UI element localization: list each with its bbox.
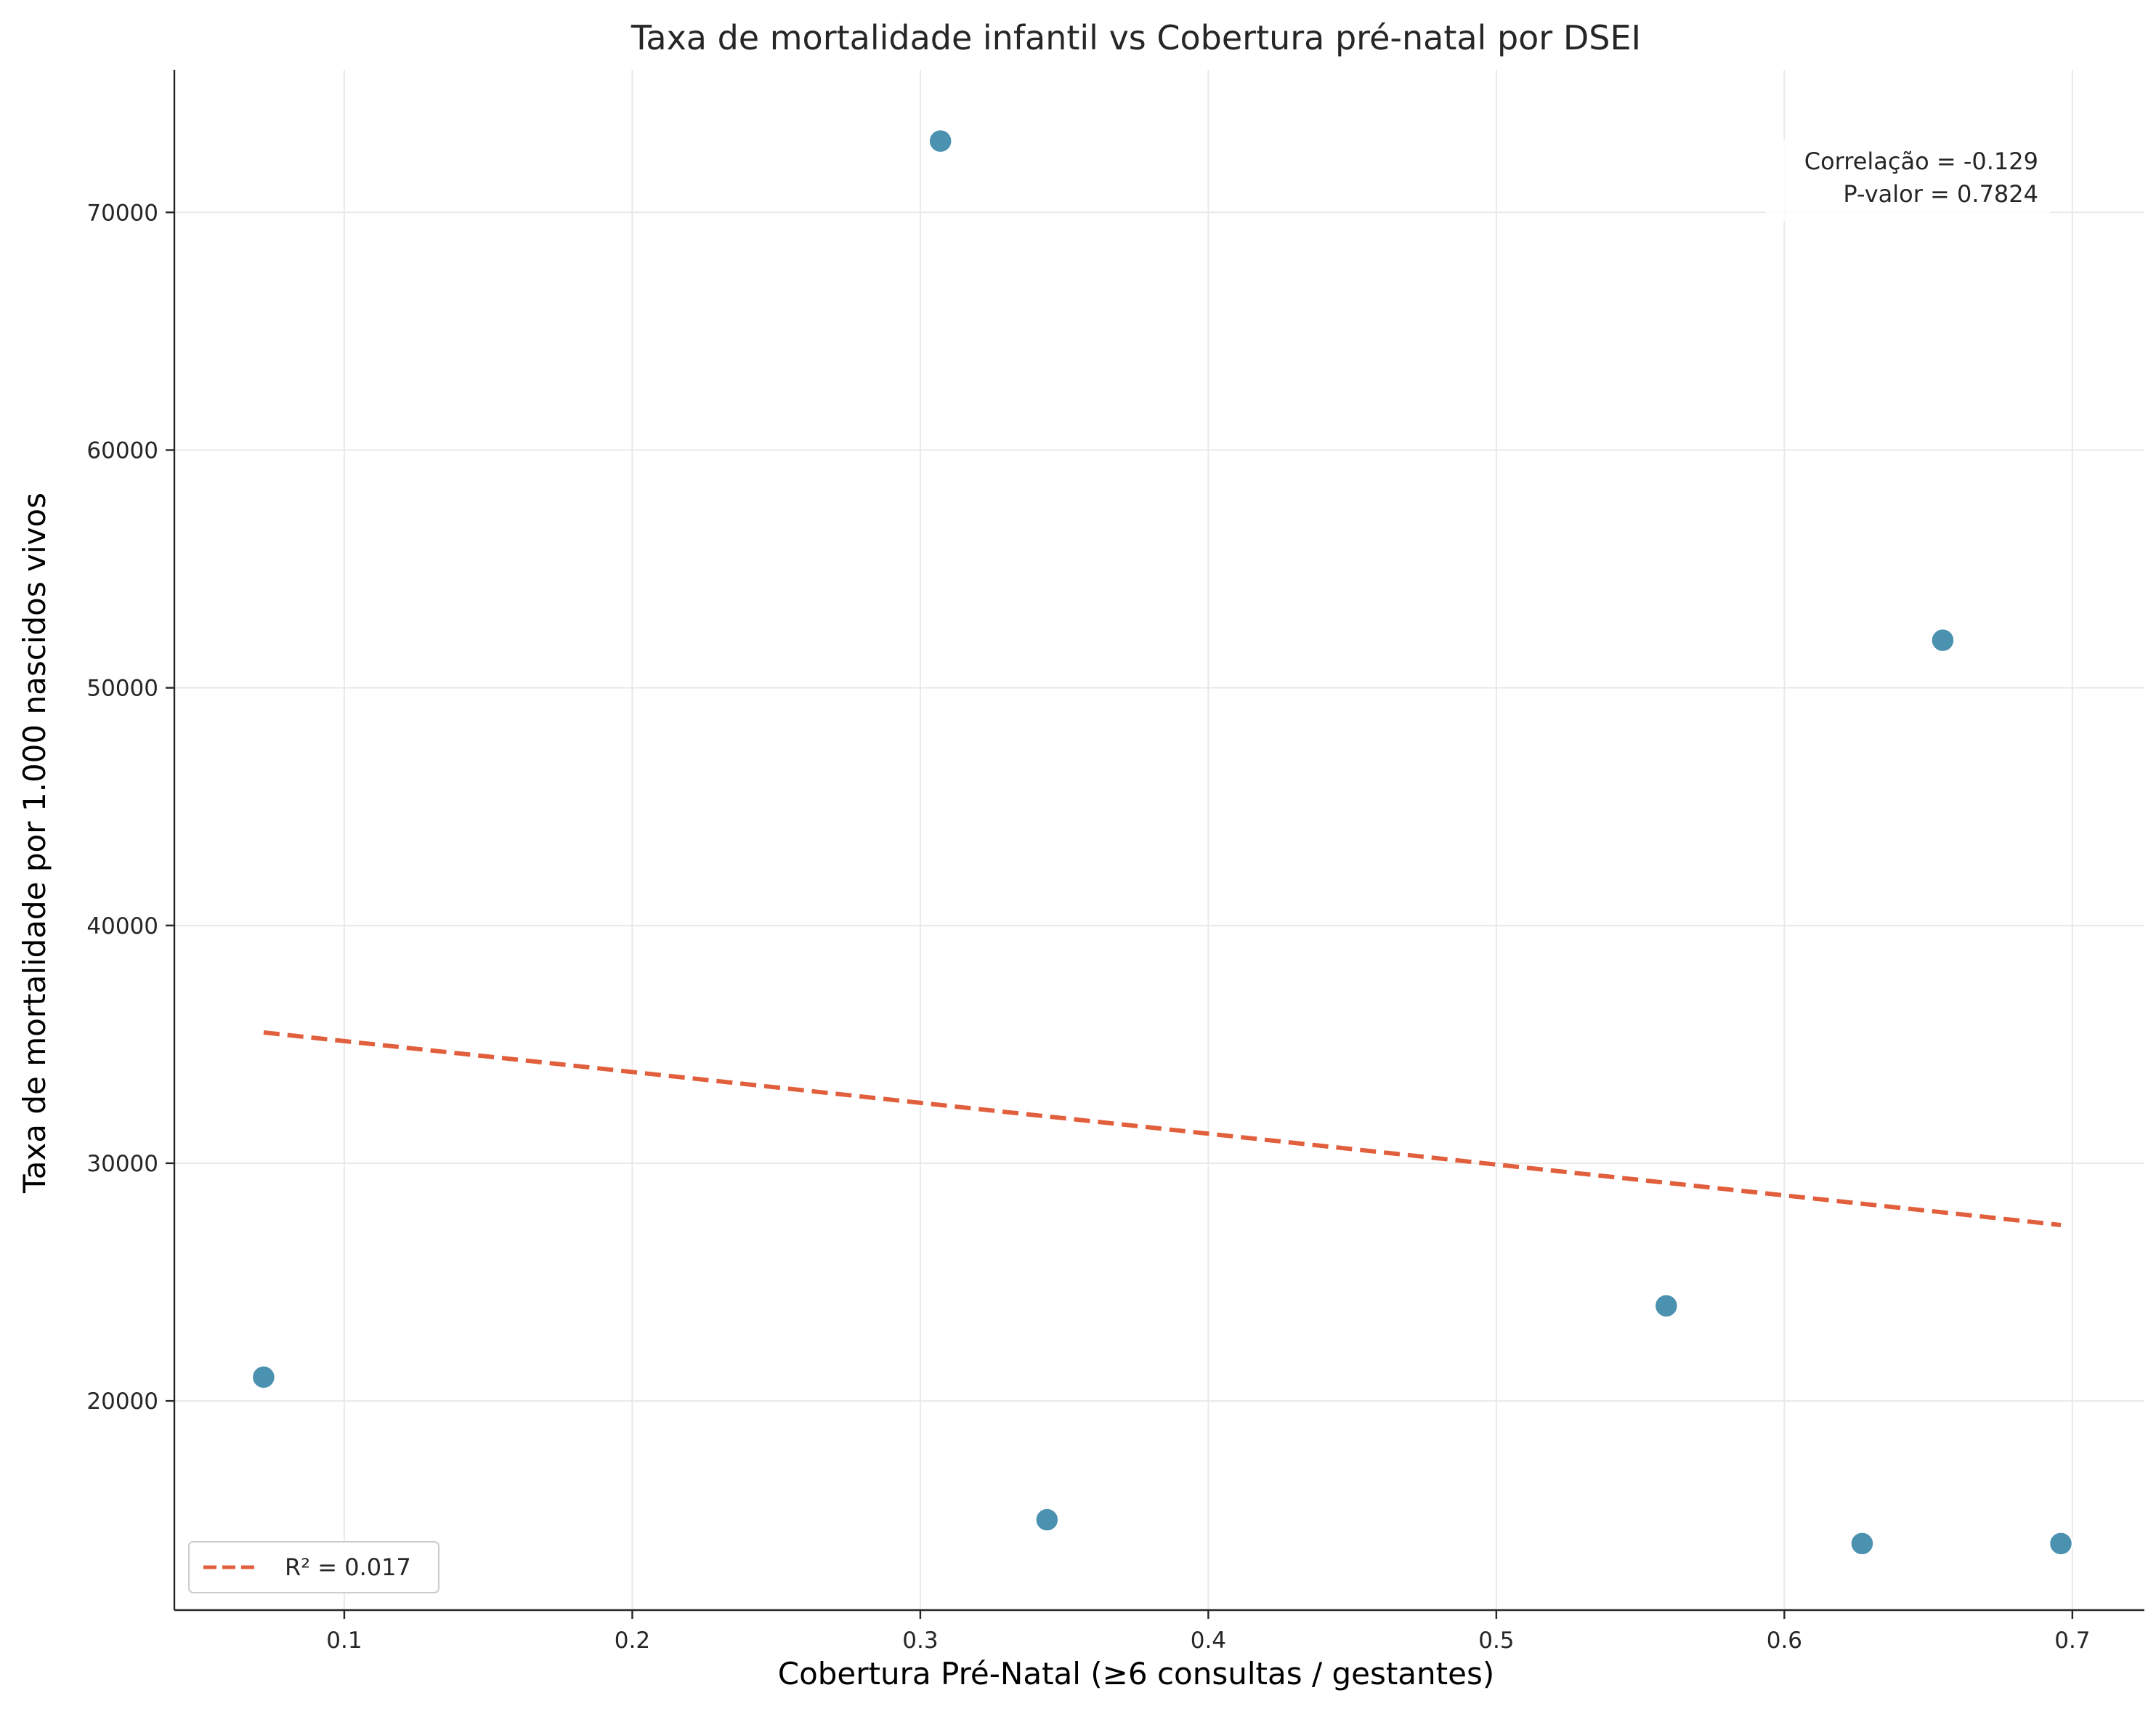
axes <box>173 70 2144 1612</box>
data-point <box>1930 627 1956 653</box>
data-point <box>1034 1507 1060 1532</box>
y-ticks: 20000 30000 40000 50000 60000 70000 <box>86 200 174 1415</box>
x-ticks: 0.1 0.2 0.3 0.4 0.5 0.6 0.7 <box>326 1610 2091 1654</box>
correlation-text: Correlação = -0.129 <box>1804 147 2038 175</box>
grid <box>174 70 2144 1610</box>
y-tick-label: 20000 <box>86 1388 158 1415</box>
y-tick-label: 30000 <box>86 1151 158 1177</box>
y-tick-label: 50000 <box>86 676 158 702</box>
legend-box <box>188 1541 439 1593</box>
y-tick-label: 60000 <box>86 437 158 464</box>
y-axis-label: Taxa de mortalidade por 1.000 nascidos v… <box>17 493 52 1194</box>
y-tick-label: 70000 <box>86 200 158 226</box>
data-point <box>1653 1293 1679 1319</box>
x-tick-label: 0.6 <box>1767 1628 1802 1654</box>
x-tick-label: 0.2 <box>615 1628 650 1654</box>
p-value-text: P-valor = 0.7824 <box>1843 180 2038 208</box>
data-points <box>251 128 2074 1556</box>
data-point <box>1849 1531 1875 1556</box>
legend: R² = 0.017 <box>188 1541 439 1593</box>
chart-title: Taxa de mortalidade infantil vs Cobertur… <box>631 18 1641 57</box>
stats-annotation: Correlação = -0.129 P-valor = 0.7824 <box>1765 140 2050 221</box>
trendline-layer <box>263 1030 2062 1227</box>
y-tick-label: 40000 <box>86 913 158 939</box>
x-tick-label: 0.3 <box>902 1628 938 1654</box>
x-axis-label: Cobertura Pré-Natal (≥6 consultas / gest… <box>778 1656 1495 1691</box>
regression-trendline <box>263 1030 2062 1227</box>
x-tick-label: 0.5 <box>1478 1628 1514 1654</box>
x-tick-label: 0.4 <box>1191 1628 1226 1654</box>
legend-label: R² = 0.017 <box>285 1553 411 1581</box>
x-tick-label: 0.1 <box>326 1628 362 1654</box>
data-point <box>928 128 953 154</box>
x-tick-label: 0.7 <box>2054 1628 2090 1654</box>
data-point <box>251 1365 277 1390</box>
annotation-box <box>1765 140 2050 221</box>
data-point <box>2048 1531 2074 1556</box>
